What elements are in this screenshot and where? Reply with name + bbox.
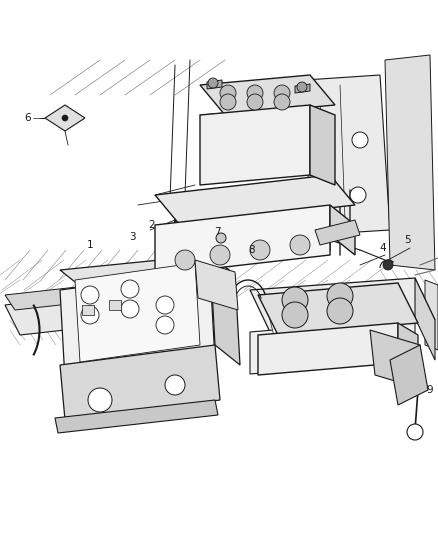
Text: 1: 1 — [86, 240, 93, 250]
Circle shape — [326, 283, 352, 309]
Circle shape — [249, 240, 269, 260]
Circle shape — [382, 260, 392, 270]
Polygon shape — [60, 270, 215, 380]
Circle shape — [219, 85, 236, 101]
Polygon shape — [60, 345, 219, 420]
Circle shape — [81, 306, 99, 324]
Polygon shape — [75, 263, 200, 362]
Circle shape — [247, 94, 262, 110]
Polygon shape — [209, 255, 240, 365]
Polygon shape — [207, 80, 222, 89]
Circle shape — [209, 245, 230, 265]
Polygon shape — [5, 285, 200, 335]
Text: 5: 5 — [404, 235, 410, 245]
Polygon shape — [309, 105, 334, 185]
Bar — [109, 300, 121, 310]
Polygon shape — [60, 255, 234, 290]
Polygon shape — [265, 288, 399, 340]
Text: 4: 4 — [379, 243, 385, 253]
Circle shape — [155, 316, 173, 334]
Circle shape — [81, 286, 99, 304]
Polygon shape — [258, 283, 417, 335]
Polygon shape — [155, 205, 329, 275]
Text: 9: 9 — [426, 385, 432, 395]
Circle shape — [351, 132, 367, 148]
Circle shape — [219, 94, 236, 110]
Polygon shape — [200, 75, 334, 115]
Circle shape — [155, 296, 173, 314]
Circle shape — [88, 388, 112, 412]
Polygon shape — [424, 280, 437, 350]
Circle shape — [281, 287, 307, 313]
Circle shape — [290, 235, 309, 255]
Polygon shape — [155, 175, 354, 225]
Circle shape — [297, 82, 306, 92]
Polygon shape — [369, 330, 424, 390]
Polygon shape — [258, 323, 397, 375]
Circle shape — [215, 233, 226, 243]
Bar — [82, 305, 94, 315]
Polygon shape — [5, 275, 194, 310]
Polygon shape — [249, 278, 434, 332]
Circle shape — [406, 424, 422, 440]
Circle shape — [121, 300, 139, 318]
Polygon shape — [314, 220, 359, 245]
Polygon shape — [55, 400, 218, 433]
Text: 6: 6 — [25, 113, 31, 123]
Polygon shape — [389, 345, 427, 405]
Circle shape — [281, 302, 307, 328]
Circle shape — [247, 85, 262, 101]
Circle shape — [165, 375, 184, 395]
Polygon shape — [414, 278, 434, 360]
Polygon shape — [304, 75, 389, 235]
Circle shape — [326, 298, 352, 324]
Polygon shape — [200, 105, 309, 185]
Polygon shape — [45, 105, 85, 131]
Polygon shape — [397, 323, 417, 375]
Text: 3: 3 — [128, 232, 135, 242]
Circle shape — [273, 94, 290, 110]
Text: 2: 2 — [148, 220, 155, 230]
Circle shape — [121, 280, 139, 298]
Polygon shape — [384, 55, 434, 270]
Circle shape — [175, 250, 194, 270]
Circle shape — [273, 85, 290, 101]
Circle shape — [62, 115, 68, 121]
Polygon shape — [194, 260, 237, 310]
Text: 7: 7 — [213, 227, 220, 237]
Text: 8: 8 — [248, 245, 255, 255]
Polygon shape — [249, 318, 414, 374]
Polygon shape — [294, 84, 309, 93]
Polygon shape — [329, 205, 354, 255]
Circle shape — [349, 187, 365, 203]
Circle shape — [208, 78, 218, 88]
